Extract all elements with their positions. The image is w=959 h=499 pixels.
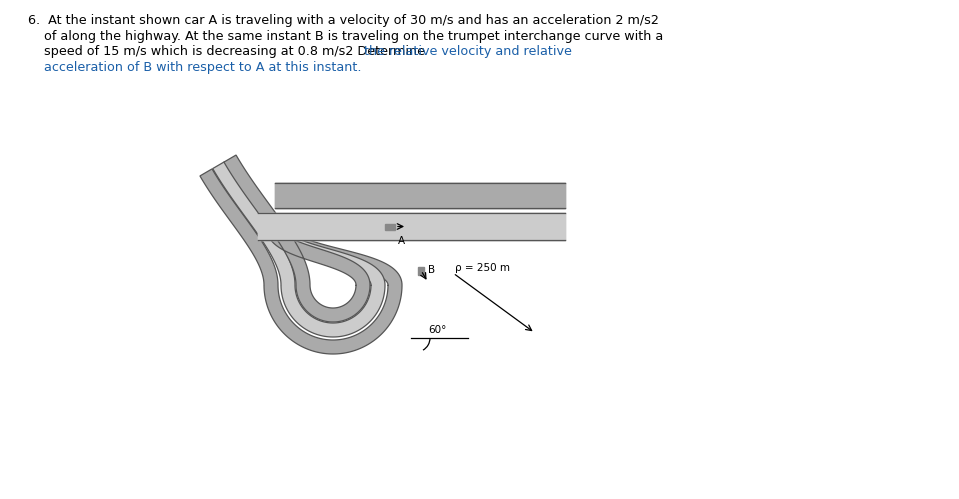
Text: of along the highway. At the same instant B is traveling on the trumpet intercha: of along the highway. At the same instan…: [28, 29, 664, 42]
Polygon shape: [213, 162, 385, 337]
Text: speed of 15 m/s which is decreasing at 0.8 m/s2 Determine: speed of 15 m/s which is decreasing at 0…: [28, 45, 429, 58]
Polygon shape: [418, 267, 424, 275]
Text: acceleration of B with respect to A at this instant.: acceleration of B with respect to A at t…: [28, 60, 362, 73]
Text: the relative velocity and relative: the relative velocity and relative: [364, 45, 572, 58]
Polygon shape: [275, 183, 565, 208]
Text: B: B: [428, 265, 435, 275]
Polygon shape: [199, 169, 402, 354]
Polygon shape: [258, 213, 565, 240]
Text: 6.  At the instant shown car A is traveling with a velocity of 30 m/s and has an: 6. At the instant shown car A is traveli…: [28, 14, 659, 27]
Polygon shape: [275, 183, 565, 208]
Polygon shape: [258, 213, 565, 240]
Polygon shape: [224, 155, 370, 322]
Polygon shape: [385, 224, 395, 230]
Text: A: A: [398, 236, 405, 246]
Text: 60°: 60°: [428, 325, 446, 335]
Text: ρ = 250 m: ρ = 250 m: [455, 263, 510, 273]
